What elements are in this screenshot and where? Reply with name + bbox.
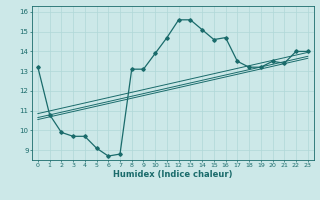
X-axis label: Humidex (Indice chaleur): Humidex (Indice chaleur): [113, 170, 233, 179]
